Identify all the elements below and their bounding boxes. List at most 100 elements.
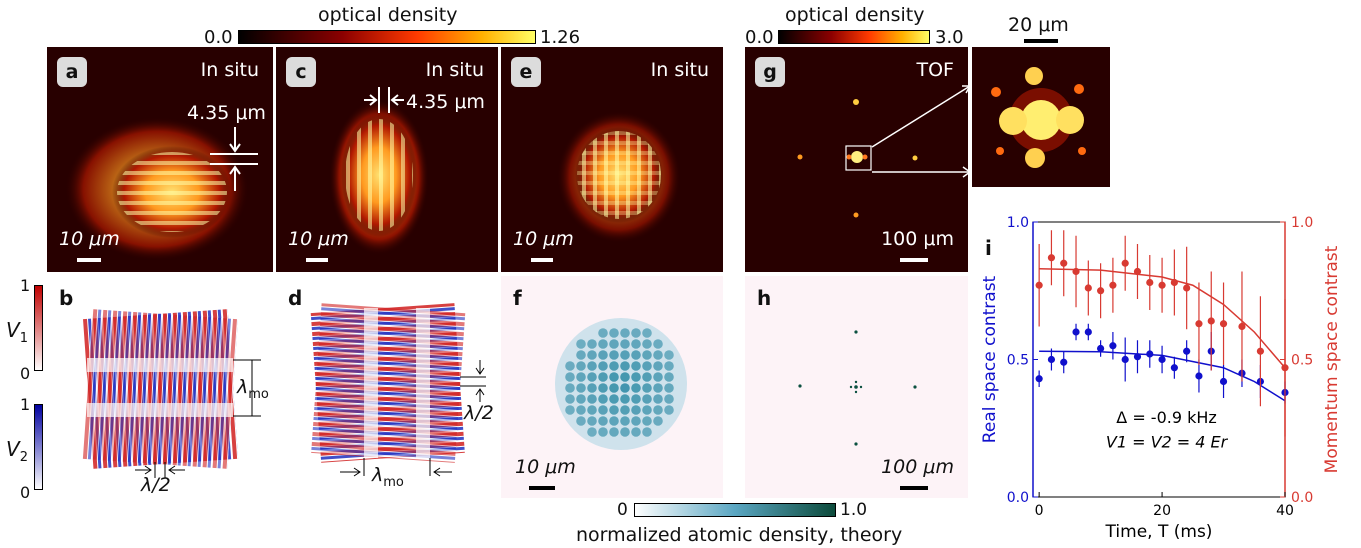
data-point [1084,328,1092,336]
panel-e-tag: In situ [650,59,709,81]
theory-site-dot [631,394,641,404]
theory-site-dot [664,361,674,371]
v2-min: 0 [20,483,31,502]
theory-site-dot [576,361,586,371]
v1-max: 1 [20,276,31,295]
theory-site-dot [609,328,619,338]
y-axis-label-left: Real space contrast [980,275,1000,443]
theory-site-dot [664,405,674,415]
panel-b: b λmo λ/2 [47,276,273,498]
theory-site-dot [642,394,652,404]
data-point [1109,342,1117,350]
theory-site-dot [653,350,663,360]
panel-c-spacing: 4.35 μm [406,91,485,113]
theory-site-dot [576,339,586,349]
zoom-connector [871,85,972,178]
panel-b-lattice [81,309,261,478]
colorbar-1-title: optical density [318,4,458,26]
theory-site-dot [620,416,630,426]
data-point [1097,344,1105,353]
zoom-inset-image [991,67,1086,168]
theory-site-dot [576,416,586,426]
panel-g: g TOF 100 μm [745,47,968,272]
theory-site-dot [587,394,597,404]
colorbar-1-min: 0.0 [204,27,233,48]
data-point [1183,284,1191,292]
panel-c-label: c [286,57,316,87]
theory-site-dot [609,405,619,415]
colorbar-2 [778,30,930,44]
panel-a-tag: In situ [200,59,259,81]
y-tick-label-left: 0.5 [1007,353,1029,369]
theory-site-dot [620,383,630,393]
x-tick-label: 20 [1153,503,1171,519]
v2-max: 1 [20,395,31,414]
theory-site-dot [598,394,608,404]
v1-label: V1 [6,318,28,346]
panel-f-scale: 10 μm [515,456,576,478]
panel-e-scale: 10 μm [513,228,574,250]
panel-f-image [555,318,687,450]
theory-site-dot [664,372,674,382]
theory-site-dot [631,405,641,415]
theory-site-dot [642,405,652,415]
data-point [1158,281,1166,289]
panel-g-label: g [755,57,785,87]
panel-i-chart: 0 20 400.00.51.00.00.51.0 Δ = -0.9 kHz V1 … [980,215,1342,542]
zoom-inset [972,47,1110,187]
theory-site-dot [576,372,586,382]
panel-b-label: b [59,286,74,310]
v1-min: 0 [20,364,31,383]
data-point [1207,317,1215,325]
theory-site-dot [620,394,630,404]
zoom-scale: 20 μm [1008,14,1069,36]
panel-d-label: d [288,286,303,310]
theory-colorbar-title: normalized atomic density, theory [576,524,903,546]
theory-site-dot [653,405,663,415]
data-point [1170,364,1178,372]
panel-g-tag: TOF [916,59,955,81]
v2-colorbar [34,404,43,490]
theory-site-dot [587,416,597,426]
theory-site-dot [587,405,597,415]
theory-site-dot [631,372,641,382]
data-point [1170,278,1178,287]
theory-site-dot [609,416,619,426]
data-point [1146,278,1154,287]
panel-h-label: h [757,286,772,310]
theory-site-dot [642,427,652,437]
theory-site-dot [565,405,575,415]
data-point [1121,355,1129,364]
data-point [1047,355,1056,364]
theory-site-dot [642,350,652,360]
panel-g-scale: 100 μm [881,228,954,250]
panel-g-image [797,99,918,218]
panel-c-scale-bar [306,258,328,262]
theory-site-dot [598,339,608,349]
panel-g-scale-bar [900,258,928,262]
data-point [1195,372,1203,380]
theory-site-dot [609,394,619,404]
theory-site-dot [653,394,663,404]
x-axis-label: Time, T (ms) [1105,522,1213,542]
annotation-delta: Δ = -0.9 kHz [1116,408,1217,427]
panel-a-label: a [57,57,87,87]
data-point [1035,375,1043,383]
panel-e: e In situ 10 μm [501,47,723,272]
theory-site-dot [598,427,608,437]
data-point [1219,320,1228,328]
data-point [1060,259,1068,267]
y-tick-label-right: 0.5 [1291,353,1313,369]
panel-e-image [557,111,681,243]
data-point [1072,328,1080,336]
panel-h: h 100 μm [745,276,968,498]
theory-site-dot [565,383,575,393]
theory-site-dot [609,427,619,437]
data-point [1158,355,1166,364]
data-point [1035,281,1043,289]
theory-site-dot [609,383,619,393]
theory-site-dot [587,383,597,393]
panel-d-half-lambda: λ/2 [464,402,494,424]
theory-site-dot [631,383,641,393]
x-tick-label: 40 [1276,503,1294,519]
